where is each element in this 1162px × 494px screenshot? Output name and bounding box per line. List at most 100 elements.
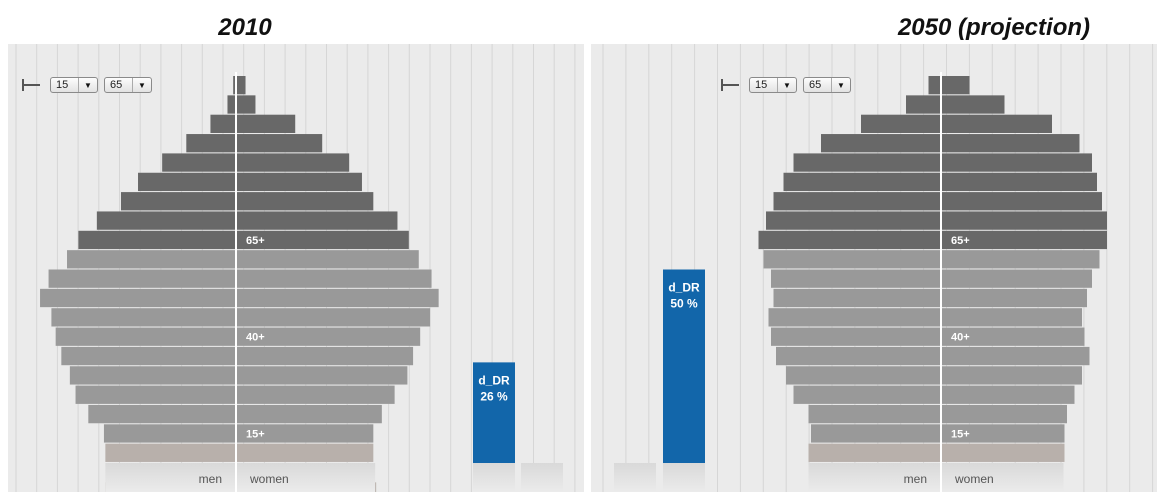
pin-icon[interactable] — [20, 78, 44, 92]
women-bar — [942, 269, 1092, 288]
men-bar — [88, 404, 236, 424]
women-bar — [942, 250, 1100, 269]
women-bar — [942, 385, 1075, 404]
placeholder-bar — [521, 463, 563, 492]
men-bar — [821, 134, 941, 153]
women-bar — [237, 288, 439, 308]
women-bar — [237, 114, 296, 133]
women-bar — [942, 346, 1090, 366]
men-bar — [186, 134, 236, 153]
men-bar — [786, 366, 941, 385]
women-bar — [942, 366, 1082, 385]
men-bar — [783, 172, 941, 192]
women-bar — [942, 134, 1080, 153]
men-bar — [120, 192, 236, 211]
women-bar — [942, 172, 1097, 192]
women-bar — [237, 134, 323, 153]
women-bar — [942, 404, 1067, 424]
pin-icon[interactable] — [719, 78, 743, 92]
women-bar — [237, 76, 246, 95]
upper-age-value: 65 — [110, 79, 123, 91]
dependency-ratio-bar — [473, 362, 515, 463]
men-bar — [67, 250, 236, 269]
ratio-bar-base — [473, 463, 515, 492]
women-bar — [237, 424, 374, 443]
women-bar — [942, 230, 1107, 250]
lower-age-value: 15 — [755, 79, 768, 91]
men-bar — [776, 346, 941, 366]
women-bar — [237, 404, 382, 424]
women-bar — [942, 114, 1052, 133]
women-bar — [237, 192, 374, 211]
dependency-ratio-value: 50 % — [670, 297, 698, 311]
lower-age-value: 15 — [56, 79, 69, 91]
men-bar — [162, 153, 236, 172]
women-bar — [237, 230, 409, 250]
women-bar — [237, 385, 395, 404]
age-label: 40+ — [246, 332, 265, 344]
lower-age-select[interactable]: 15 ▼ — [50, 77, 98, 93]
men-label: men — [199, 472, 222, 486]
women-bar — [237, 346, 414, 366]
upper-age-select[interactable]: 65 ▼ — [803, 77, 851, 93]
pyramid-panel-2050: 65+ 40+ 15+ men women d_DR 50 % 15 ▼ 65 ▼ — [591, 44, 1157, 492]
men-bar — [793, 153, 941, 172]
women-bar — [942, 443, 1065, 462]
men-bar — [51, 308, 237, 327]
men-bar — [55, 327, 236, 346]
men-bar — [811, 424, 941, 443]
chevron-down-icon[interactable]: ▼ — [78, 78, 97, 92]
men-bar — [96, 211, 236, 230]
pyramid-panel-2010: 65+ 40+ 15+ men women d_DR 26 % 15 ▼ 65 ▼ — [8, 44, 584, 492]
men-bar — [861, 114, 941, 133]
men-bar — [793, 385, 941, 404]
age-label: 40+ — [951, 332, 970, 344]
men-bar — [773, 288, 941, 308]
chevron-down-icon[interactable]: ▼ — [831, 78, 850, 92]
women-bar — [942, 327, 1085, 346]
upper-age-select[interactable]: 65 ▼ — [104, 77, 152, 93]
men-bar — [78, 230, 236, 250]
chevron-down-icon[interactable]: ▼ — [132, 78, 151, 92]
men-bar — [906, 95, 941, 114]
women-bar — [237, 172, 362, 192]
men-bar — [138, 172, 236, 192]
age-label: 15+ — [246, 428, 265, 440]
age-label: 65+ — [246, 235, 265, 247]
panel-title-2010: 2010 — [218, 14, 272, 41]
upper-age-value: 65 — [809, 79, 822, 91]
age-controls-2010: 15 ▼ 65 ▼ — [20, 75, 158, 95]
women-bar — [942, 308, 1082, 327]
dependency-ratio-bar — [663, 269, 705, 463]
men-bar — [768, 308, 941, 327]
women-bar — [942, 424, 1065, 443]
men-bar — [69, 366, 236, 385]
men-bar — [758, 230, 941, 250]
women-bar — [942, 95, 1005, 114]
women-bar — [942, 211, 1107, 230]
men-bar — [227, 95, 236, 114]
lower-age-select[interactable]: 15 ▼ — [749, 77, 797, 93]
men-bar — [233, 76, 236, 95]
women-label: women — [249, 472, 289, 486]
chevron-down-icon[interactable]: ▼ — [777, 78, 796, 92]
men-bar — [48, 269, 237, 288]
men-bar — [771, 269, 941, 288]
men-bar — [773, 192, 941, 211]
dependency-ratio-label: d_DR — [668, 281, 700, 295]
panel-title-2050: 2050 (projection) — [897, 14, 1090, 41]
men-bar — [103, 424, 236, 443]
men-bar — [210, 114, 236, 133]
men-label: men — [904, 472, 927, 486]
women-bar — [942, 76, 970, 95]
pyramid-base — [105, 463, 376, 492]
women-bar — [237, 153, 350, 172]
women-bar — [237, 269, 432, 288]
men-bar — [766, 211, 941, 230]
men-bar — [61, 346, 237, 366]
ratio-bar-base — [663, 463, 705, 492]
women-bar — [237, 95, 256, 114]
men-bar — [808, 443, 941, 462]
women-bar — [237, 327, 421, 346]
women-bar — [942, 288, 1087, 308]
